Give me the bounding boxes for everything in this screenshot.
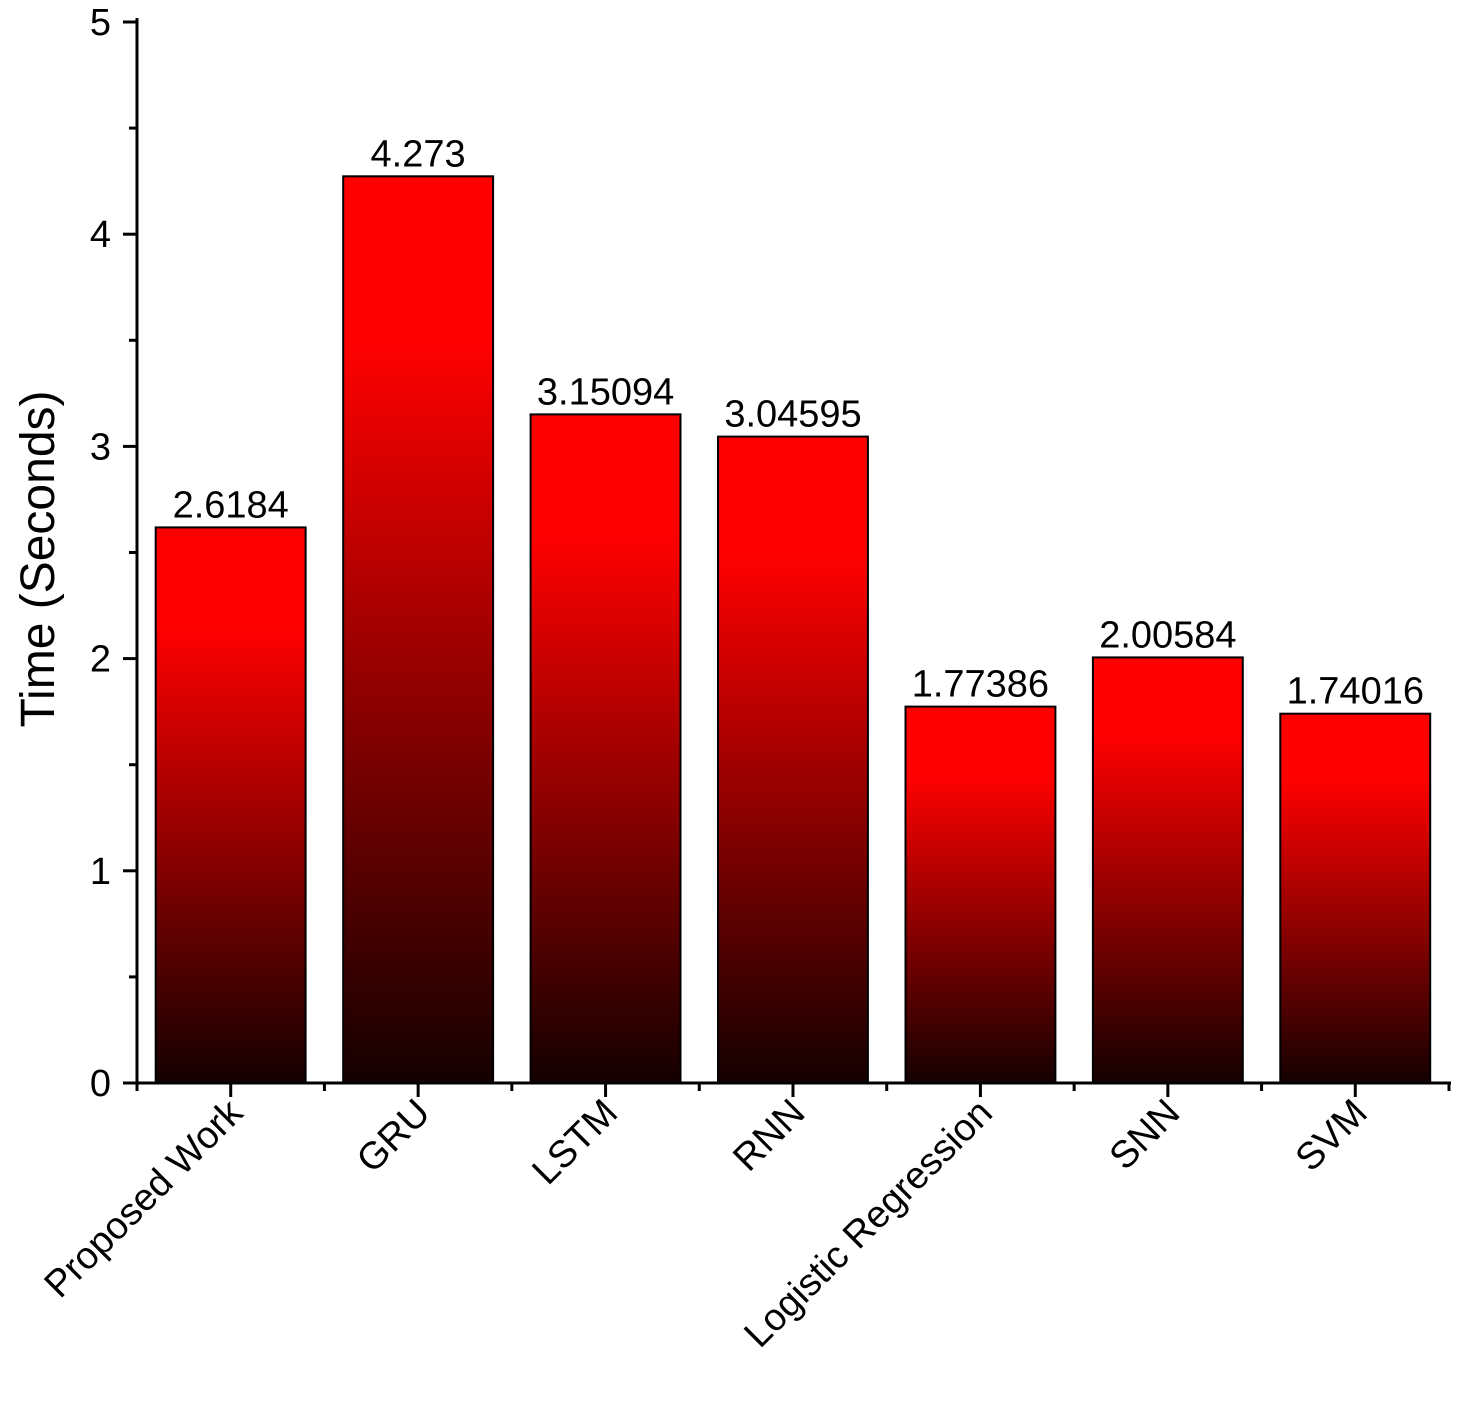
value-label-1: 4.273 <box>371 133 466 175</box>
x-tick-label-5: SNN <box>1102 1092 1188 1178</box>
y-tick-label-2: 2 <box>90 639 111 681</box>
y-tick-label-1: 1 <box>90 851 111 893</box>
value-label-2: 3.15094 <box>537 371 674 413</box>
bar-6 <box>1279 712 1432 1084</box>
bar-2 <box>529 413 682 1084</box>
y-tick-label-5: 5 <box>90 2 111 44</box>
bar-5 <box>1091 656 1244 1085</box>
y-tick-label-3: 3 <box>90 426 111 468</box>
x-tick-label-6: SVM <box>1288 1092 1376 1180</box>
bar-3 <box>717 435 869 1085</box>
value-labels-group: 2.6184 4.273 3.15094 3.04595 1.77386 2.00584 1… <box>173 133 1424 712</box>
x-tick-label-0: Proposed Work <box>37 1091 252 1306</box>
bars-group <box>154 175 1432 1085</box>
y-axis: 0 1 2 3 4 5 <box>90 2 139 1105</box>
x-tick-label-2: LSTM <box>525 1092 626 1193</box>
y-axis-title: Time (Seconds) <box>12 391 65 728</box>
value-label-5: 2.00584 <box>1099 614 1236 656</box>
x-tick-label-1: GRU <box>349 1092 438 1181</box>
value-label-6: 1.74016 <box>1287 671 1424 713</box>
bar-4 <box>904 705 1057 1084</box>
value-label-0: 2.6184 <box>173 484 289 526</box>
y-tick-label-4: 4 <box>90 214 111 256</box>
value-label-4: 1.77386 <box>912 664 1049 706</box>
y-tick-label-0: 0 <box>90 1063 111 1105</box>
bar-1 <box>342 175 495 1085</box>
x-tick-label-3: RNN <box>725 1092 813 1180</box>
value-label-3: 3.04595 <box>724 394 861 436</box>
bar-0 <box>154 526 307 1084</box>
